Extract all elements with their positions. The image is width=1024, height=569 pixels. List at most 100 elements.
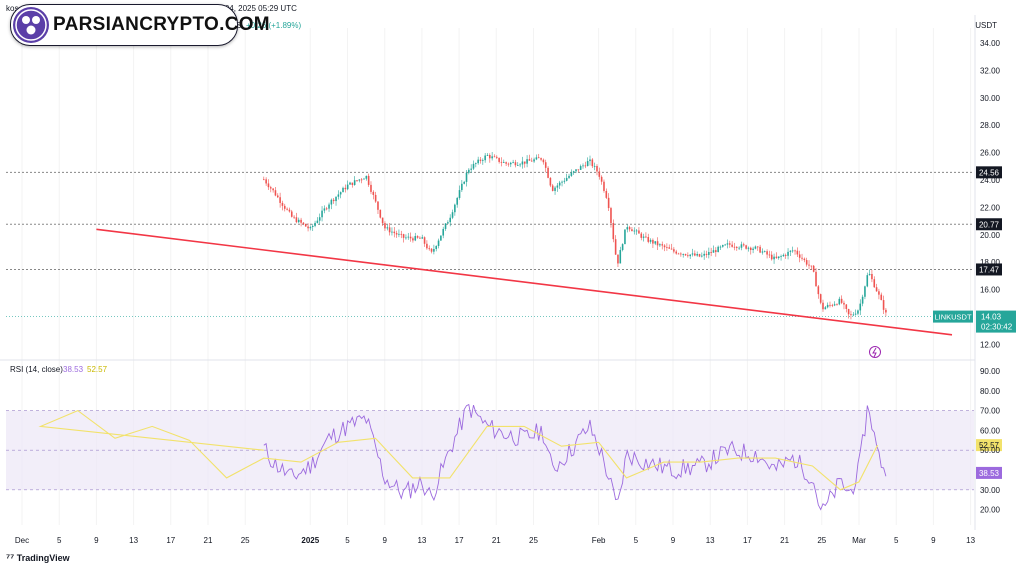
descending-trendline	[96, 228, 953, 336]
candle-body	[649, 239, 652, 242]
candle-body	[468, 169, 470, 173]
candle-body	[822, 302, 824, 310]
price-tick-label: 12.00	[980, 340, 1001, 349]
candle-body	[276, 195, 279, 198]
candle-body	[824, 307, 827, 310]
candle-body	[405, 237, 407, 239]
rsi-tick-label: 50.00	[980, 446, 1001, 455]
time-tick-label: 17	[455, 536, 464, 545]
candle-body	[318, 217, 321, 221]
time-tick-label: 13	[417, 536, 426, 545]
candle-body	[400, 233, 403, 235]
candle-body	[421, 237, 424, 239]
candle-body	[794, 250, 796, 252]
candle-body	[659, 244, 661, 246]
candle-body	[631, 229, 633, 232]
level-label-bg	[976, 166, 1002, 179]
candle-body	[572, 171, 575, 173]
time-tick-label: 21	[492, 536, 501, 545]
candle-body	[544, 162, 547, 168]
candle-body	[885, 309, 887, 313]
candle-body	[579, 166, 582, 170]
candle-body	[791, 250, 794, 252]
candle-body	[850, 314, 852, 316]
candle-body	[442, 228, 445, 236]
candle-body	[624, 229, 626, 245]
candle-body	[586, 161, 589, 167]
time-tick-label: 13	[129, 536, 138, 545]
time-tick-label: 25	[241, 536, 250, 545]
candle-body	[682, 254, 684, 255]
rsi-tick-label: 60.00	[980, 426, 1001, 435]
candle-body	[619, 249, 622, 264]
candle-body	[537, 157, 540, 159]
candle-body	[829, 304, 831, 306]
candle-body	[596, 165, 598, 172]
candle-body	[447, 222, 449, 224]
candle-body	[395, 233, 398, 235]
candle-body	[647, 237, 650, 242]
candle-body	[570, 172, 573, 176]
candle-body	[477, 159, 479, 164]
symbol-tag-bg	[933, 310, 973, 323]
candle-body	[491, 156, 493, 159]
candle-body	[314, 222, 316, 226]
rsi-tick-label: 20.00	[980, 506, 1001, 515]
candle-body	[444, 223, 447, 229]
candle-body	[384, 223, 386, 229]
price-tick-label: 22.00	[980, 203, 1001, 212]
candle-body	[591, 159, 594, 167]
candle-body	[712, 250, 715, 253]
candle-body	[489, 155, 491, 159]
time-tick-label: 5	[345, 536, 350, 545]
candle-body	[458, 190, 461, 198]
candle-body	[367, 175, 370, 185]
candle-body	[857, 310, 859, 314]
candle-body	[454, 204, 456, 213]
time-tick-label: 13	[706, 536, 715, 545]
candle-body	[302, 222, 305, 225]
candle-body	[698, 254, 701, 257]
candle-body	[568, 175, 570, 178]
candle-body	[547, 167, 549, 178]
time-tick-label: 17	[166, 536, 175, 545]
candle-body	[677, 253, 680, 255]
candle-body	[393, 231, 396, 234]
candle-body	[437, 240, 440, 246]
candle-body	[691, 253, 694, 255]
parsiancrypto-logo: PARSIANCRYPTO.COM	[10, 4, 270, 46]
candle-body	[652, 239, 654, 244]
candle-body	[782, 254, 785, 257]
candle-body	[353, 180, 356, 185]
candle-body	[335, 196, 337, 202]
candle-body	[528, 159, 531, 161]
lightning-icon	[869, 346, 881, 358]
candle-body	[754, 246, 757, 249]
candle-body	[479, 159, 482, 161]
candle-body	[386, 227, 389, 229]
candle-body	[680, 253, 682, 255]
candle-body	[873, 279, 876, 288]
candle-body	[654, 241, 657, 244]
rsi-tick-label: 70.00	[980, 407, 1001, 416]
candle-body	[430, 248, 433, 252]
candle-body	[565, 177, 568, 181]
candle-body	[328, 204, 330, 209]
candle-body	[605, 190, 608, 198]
candle-body	[540, 158, 542, 160]
last-price-value: 14.03	[981, 313, 1002, 322]
candle-body	[875, 287, 878, 292]
candle-body	[356, 180, 358, 181]
price-tick-label: 24.00	[980, 176, 1001, 185]
candle-body	[859, 303, 862, 311]
candle-body	[463, 181, 465, 184]
candle-body	[768, 254, 771, 256]
candle-body	[694, 253, 696, 256]
candle-body	[412, 238, 414, 241]
candle-body	[344, 187, 347, 190]
candle-body	[670, 248, 673, 250]
candle-body	[642, 236, 645, 238]
candle-body	[472, 163, 475, 169]
